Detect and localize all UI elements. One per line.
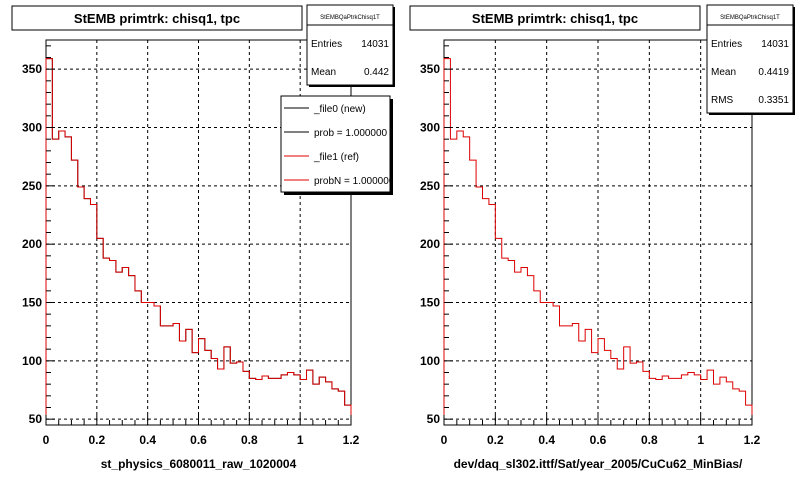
stats-header: StEMBQaPtrkChisq1T (320, 15, 380, 21)
y-tick-label: 150 (420, 296, 440, 310)
x-tick-label: 1 (697, 433, 704, 447)
histogram-panel-2: 0 0.2 0.4 0.6 0.8 1 1.2 50 100 150 200 250 300 350 dev… (409, 4, 795, 471)
y-tick-label: 100 (22, 354, 42, 368)
x-tick-label: 0.2 (487, 433, 504, 447)
x-tick-label: 0.4 (139, 433, 156, 447)
y-tick-label: 350 (22, 62, 42, 76)
y-tick-label: 300 (22, 121, 42, 135)
legend-box (280, 95, 391, 193)
x-tick-label: 1 (297, 433, 304, 447)
stats-header: StEMBQaPtrkChisq1T (720, 15, 780, 21)
stats-box (306, 4, 394, 86)
stats-label: Entries (311, 39, 342, 50)
stats-label: RMS (711, 95, 734, 106)
y-tick-label: 50 (427, 412, 441, 426)
x-tick-label: 0 (43, 433, 50, 447)
histogram-series-2 (45, 58, 352, 425)
x-axis-label: st_physics_6080011_raw_1020004 (101, 457, 297, 471)
legend-entry: prob = 1.000000 (314, 128, 388, 139)
x-tick-label: 0.6 (590, 433, 607, 447)
legend-entry: _file0 (new) (313, 104, 366, 115)
stats-value: 0.3351 (758, 95, 789, 106)
legend-entry: _file1 (ref) (313, 152, 359, 163)
x-tick-label: 0 (441, 433, 448, 447)
stats-value: 14031 (761, 39, 789, 50)
stats-value: 0.4419 (758, 67, 789, 78)
x-tick-label: 1.2 (744, 433, 761, 447)
x-tick-label: 0.4 (538, 433, 555, 447)
stats-value: 14031 (361, 39, 389, 50)
y-tick-label: 50 (29, 412, 43, 426)
y-tick-label: 300 (420, 121, 440, 135)
x-axis-label: dev/daq_sl302.ittf/Sat/year_2005/CuCu62_… (454, 457, 743, 471)
stats-label: Mean (311, 67, 336, 78)
y-tick-label: 150 (22, 296, 42, 310)
y-tick-label: 250 (420, 179, 440, 193)
stats-value: 0.442 (364, 67, 389, 78)
x-tick-label: 1.2 (343, 433, 360, 447)
x-tick-label: 0.8 (241, 433, 258, 447)
chart-title: StEMB primtrk: chisq1, tpc (472, 11, 638, 26)
y-tick-label: 250 (22, 179, 42, 193)
chart-title: StEMB primtrk: chisq1, tpc (74, 11, 240, 26)
stats-box (706, 4, 794, 114)
histogram-panel-1: 0 0.2 0.4 0.6 0.8 1 1.2 50 100 150 200 250 300 350 st_… (11, 4, 395, 471)
x-tick-label: 0.6 (190, 433, 207, 447)
y-tick-label: 200 (22, 237, 42, 251)
histogram-series-1 (443, 58, 753, 425)
x-tick-label: 0.8 (641, 433, 658, 447)
stats-label: Mean (711, 67, 736, 78)
title-box (409, 5, 701, 31)
legend: _file0 (new) prob = 1.000000 _file1 (ref) p… (284, 104, 395, 187)
title-box (11, 5, 303, 31)
legend-entry: probN = 1.000000 (314, 176, 395, 187)
y-tick-label: 200 (420, 237, 440, 251)
stats-label: Entries (711, 39, 742, 50)
y-tick-label: 350 (420, 62, 440, 76)
x-tick-label: 0.2 (88, 433, 105, 447)
y-tick-label: 100 (420, 354, 440, 368)
